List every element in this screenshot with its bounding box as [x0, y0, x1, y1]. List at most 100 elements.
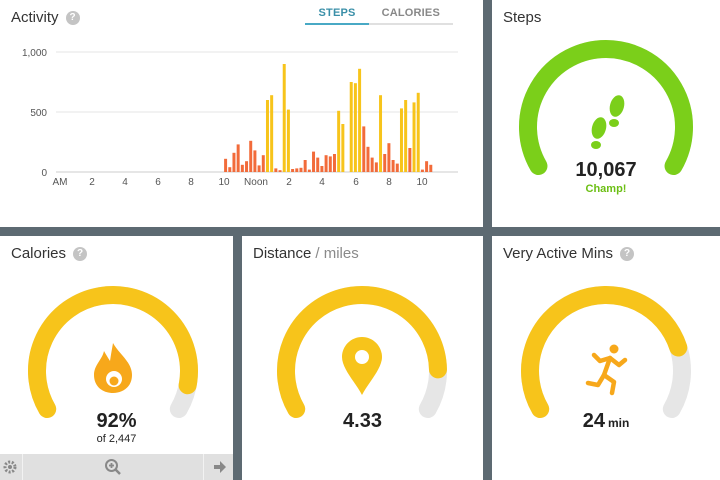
chart-bar[interactable]: [240, 164, 244, 172]
help-icon[interactable]: ?: [73, 246, 88, 261]
zoom-button[interactable]: [22, 454, 204, 480]
x-tick-label: 8: [386, 177, 392, 188]
chart-bar[interactable]: [341, 124, 345, 172]
chart-bar[interactable]: [379, 95, 383, 172]
chart-bar[interactable]: [353, 83, 357, 172]
active-mins-title: Very Active Mins ?: [503, 245, 635, 262]
chart-bar[interactable]: [245, 161, 249, 172]
chart-bar[interactable]: [420, 169, 424, 172]
arrow-right-icon: [213, 461, 226, 473]
chart-bar[interactable]: [416, 92, 420, 172]
x-tick-label: 4: [122, 177, 128, 188]
steps-value: 10,067: [575, 159, 637, 181]
chart-bar[interactable]: [425, 161, 429, 172]
chart-bar[interactable]: [391, 160, 395, 172]
chart-bar[interactable]: [374, 162, 378, 172]
chart-bar[interactable]: [303, 160, 307, 172]
gauge-progress: [28, 286, 198, 418]
active-mins-number: 24: [582, 410, 605, 432]
chart-bar[interactable]: [278, 170, 282, 172]
chart-bar[interactable]: [387, 143, 391, 172]
chart-bar[interactable]: [366, 146, 370, 172]
location-pin-icon: [342, 337, 382, 395]
steps-status: Champ!: [585, 183, 627, 195]
chart-bar[interactable]: [291, 169, 295, 172]
chart-bar[interactable]: [408, 148, 412, 172]
active-mins-gauge: [521, 286, 691, 418]
chart-bar[interactable]: [412, 102, 416, 172]
chart-bar[interactable]: [429, 164, 433, 172]
zoom-in-icon: [105, 459, 121, 475]
active-mins-value: 24 min: [492, 410, 720, 433]
chart-bar[interactable]: [404, 100, 408, 172]
tab-calories[interactable]: CALORIES: [368, 7, 453, 25]
x-tick-label: 4: [319, 177, 325, 188]
x-tick-label: 8: [188, 177, 194, 188]
distance-value: 4.33: [343, 410, 382, 432]
chart-bar[interactable]: [270, 95, 274, 172]
chart-bar[interactable]: [249, 140, 253, 172]
distance-unit-label: / miles: [315, 245, 359, 262]
chart-bar[interactable]: [261, 155, 265, 172]
y-tick-label: 1,000: [22, 48, 47, 59]
chart-bar[interactable]: [286, 109, 290, 172]
settings-button[interactable]: [0, 454, 20, 480]
x-tick-label: 2: [286, 177, 292, 188]
chart-bar[interactable]: [358, 68, 362, 172]
distance-title: Distance / miles: [253, 245, 359, 262]
footprints-icon: [591, 95, 625, 149]
calories-panel: Calories ? 92% of 2,447: [0, 236, 233, 480]
tab-steps[interactable]: STEPS: [305, 7, 369, 25]
chart-bar[interactable]: [299, 167, 303, 172]
x-tick-label: 10: [416, 177, 428, 188]
chart-bar[interactable]: [332, 154, 336, 172]
help-icon[interactable]: ?: [65, 10, 80, 25]
chart-bar[interactable]: [295, 168, 299, 172]
x-tick-label: 10: [218, 177, 230, 188]
chart-bar[interactable]: [282, 64, 286, 172]
x-tick-label: 2: [89, 177, 95, 188]
activity-title: Activity ?: [11, 9, 80, 26]
chart-bar[interactable]: [253, 150, 257, 172]
calories-title: Calories ?: [11, 245, 88, 262]
y-tick-label: 500: [30, 108, 47, 119]
x-tick-label: 6: [353, 177, 359, 188]
gauge-highlight: [539, 60, 673, 159]
calories-gauge: [28, 286, 198, 418]
help-icon[interactable]: ?: [620, 246, 635, 261]
chart-bar[interactable]: [399, 108, 403, 172]
distance-title-text: Distance: [253, 245, 312, 262]
running-person-icon: [585, 344, 628, 396]
next-button[interactable]: [206, 454, 233, 480]
chart-bar[interactable]: [224, 158, 228, 172]
activity-title-text: Activity: [11, 9, 59, 26]
gear-icon: [3, 460, 17, 474]
gauge-highlight: [541, 306, 668, 402]
chart-bar[interactable]: [395, 163, 399, 172]
gauge-progress: [519, 40, 693, 175]
steps-gauge: [519, 40, 693, 175]
chart-bar[interactable]: [257, 165, 261, 172]
chart-bar[interactable]: [265, 100, 269, 172]
steps-title-text: Steps: [503, 9, 542, 26]
chart-bar[interactable]: [274, 168, 278, 172]
chart-bar[interactable]: [328, 156, 332, 172]
steps-title: Steps: [503, 9, 541, 26]
chart-bar[interactable]: [362, 126, 366, 172]
chart-bar[interactable]: [316, 157, 320, 172]
calories-value: 92%: [96, 410, 137, 432]
x-tick-label: Noon: [244, 177, 268, 188]
chart-bar[interactable]: [312, 151, 316, 172]
chart-bar[interactable]: [320, 166, 324, 172]
chart-bar[interactable]: [337, 110, 341, 172]
steps-panel: Steps 10,067 Champ!: [492, 0, 720, 227]
chart-bar[interactable]: [370, 157, 374, 172]
chart-bar[interactable]: [349, 82, 353, 172]
chart-bar[interactable]: [236, 144, 240, 172]
chart-bar[interactable]: [232, 152, 236, 172]
active-mins-title-text: Very Active Mins: [503, 245, 614, 262]
chart-bar[interactable]: [228, 167, 232, 172]
chart-bar[interactable]: [324, 155, 328, 172]
chart-bar[interactable]: [307, 169, 311, 172]
chart-bar[interactable]: [383, 154, 387, 172]
